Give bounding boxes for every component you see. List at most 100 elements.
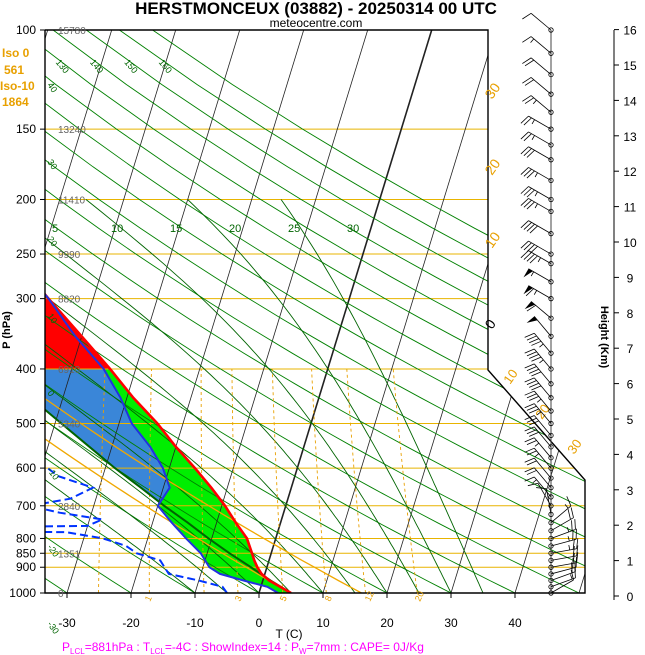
moist-adiabat: [45, 199, 292, 593]
wind-barb: [520, 198, 554, 215]
wind-barb-shaft: [530, 12, 552, 31]
side-adiabat-label: 0: [45, 388, 56, 398]
wind-barb-feather: [520, 220, 529, 229]
wind-barb-feather: [572, 552, 575, 564]
dry-adiabat: [45, 30, 585, 593]
geopotential-height-label: 8820: [58, 295, 81, 306]
wind-barb: [520, 240, 554, 257]
wind-barb-station: [548, 366, 554, 372]
wind-barb-station: [548, 251, 554, 257]
dry-adiabat: [52, 30, 585, 593]
moist-adiabat: [280, 199, 484, 593]
red-shaded-area: [45, 254, 111, 369]
moist-adiabat: [45, 199, 260, 593]
wind-barb-station: [548, 279, 554, 285]
wind-barb-feather: [520, 240, 529, 249]
wind-barb-feather: [527, 482, 539, 487]
wind-barb-feather: [529, 368, 539, 374]
geopotential-height-label: 9990: [58, 250, 81, 261]
temp-tick-label: 0: [256, 616, 263, 630]
wind-barb-feather: [524, 447, 535, 453]
isotherm-line: [130, 30, 305, 593]
mixing-ratio-line: [392, 368, 418, 593]
wind-barb-half-feather: [533, 290, 538, 295]
wind-barb-feather: [526, 305, 536, 312]
wind-barb-half-feather: [539, 343, 544, 348]
wind-barb-shaft: [530, 95, 552, 113]
wind-barb: [524, 390, 554, 414]
wind-barb: [522, 77, 554, 97]
wind-barb-shaft: [528, 240, 552, 255]
mixing-ratio-line: [271, 368, 284, 593]
wind-barb-shaft: [533, 476, 552, 498]
wind-barb-shaft: [528, 146, 552, 161]
iso10-value: 1864: [2, 95, 29, 109]
wind-barb-column: [520, 12, 579, 596]
wind-barb-station: [548, 157, 554, 163]
wind-barb-shaft: [528, 250, 552, 264]
wind-barb-half-feather: [568, 544, 571, 551]
wind-barb-station: [548, 126, 554, 132]
wind-barb-feather: [522, 12, 532, 20]
wind-barb: [524, 363, 554, 387]
wind-barb-shaft: [533, 447, 552, 469]
wind-barb-station: [548, 520, 554, 526]
isotherm-line: [322, 30, 497, 593]
wind-barb-feather: [523, 133, 532, 142]
moist-adiabat: [45, 199, 356, 593]
plot-frame: [44, 29, 586, 594]
wind-barb-feather: [524, 415, 535, 421]
geopotential-height-label: 5340: [58, 420, 81, 431]
wind-barb-feather: [522, 36, 532, 43]
mixing-ratio-line: [200, 368, 205, 593]
height-tick-label: 14: [623, 94, 637, 108]
wind-barb-feather: [524, 363, 535, 369]
wind-barb-shaft: [528, 198, 552, 212]
wind-barb-feather: [526, 460, 537, 466]
geopotential-height-label: 11410: [58, 195, 86, 206]
wind-barb-feather: [529, 354, 539, 359]
wind-barb-feather: [572, 546, 575, 557]
pressure-tick-label: 500: [16, 417, 36, 431]
chart-title: HERSTMONCEUX (03882) - 20250314 00 UTC: [135, 0, 497, 18]
wind-barb: [548, 519, 576, 542]
side-adiabat-label: 40: [45, 80, 59, 94]
wind-barb: [524, 476, 554, 500]
wind-barb-feather: [567, 509, 571, 520]
wind-barb-station: [548, 109, 554, 115]
moist-adiabat-label: 20: [229, 223, 241, 235]
wind-barb-feather: [526, 189, 535, 198]
wind-barb-shaft: [533, 316, 552, 337]
wind-barb-feather: [576, 545, 579, 556]
wind-barb: [520, 115, 554, 132]
wind-barb: [524, 447, 554, 471]
wind-barb-feather: [524, 332, 535, 338]
wind-barb-shaft: [533, 415, 552, 436]
parcel-path-line: [45, 253, 292, 593]
wind-barb-half-feather: [536, 398, 542, 403]
wind-barb-flag: [523, 268, 533, 278]
height-tick-label: 11: [624, 201, 637, 215]
wind-barb-feather: [529, 382, 539, 388]
mixing-ratio-line: [311, 368, 327, 593]
height-tick-label: 2: [627, 519, 634, 533]
env-dewpoint-line: [45, 30, 228, 593]
temp-tick-label: 30: [444, 616, 458, 630]
wind-barb-shaft: [533, 437, 552, 458]
dry-adiabat: [45, 30, 585, 593]
temp-tick-label: 10: [316, 616, 330, 630]
mixing-ratio-label: 8: [323, 594, 334, 603]
wind-barb-feather: [524, 348, 535, 354]
wind-barb-shaft: [550, 566, 577, 575]
wind-barb-feather: [526, 470, 537, 475]
wind-barb-feather: [522, 77, 532, 84]
height-tick-label: 5: [627, 413, 634, 427]
isotherm-line: [66, 30, 241, 593]
wind-barb-station: [548, 261, 554, 267]
wind-barb-feather: [523, 242, 532, 251]
pressure-tick-label: 400: [16, 362, 36, 376]
site-name: meteocentre.com: [270, 16, 363, 30]
wind-barb: [520, 167, 554, 184]
wind-barb-feather: [526, 149, 535, 158]
